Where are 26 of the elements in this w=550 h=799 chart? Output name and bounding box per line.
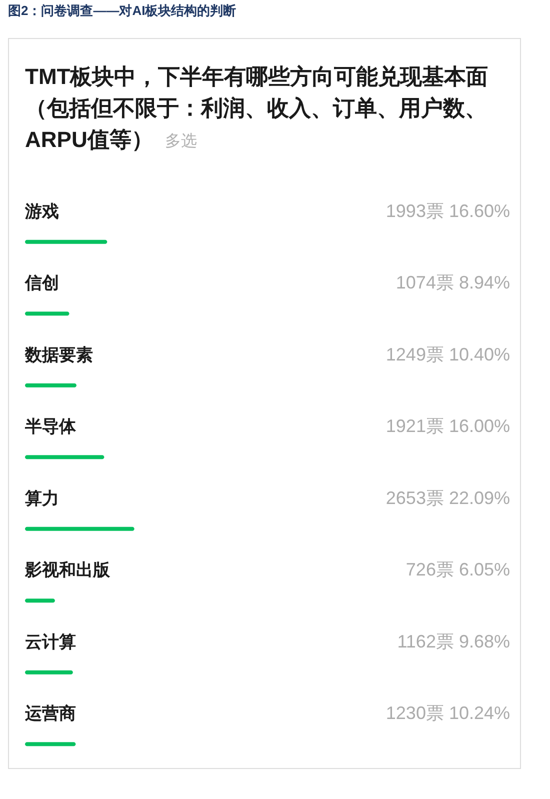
y-tick-label: 算力 <box>24 488 59 508</box>
y-tick-label: 影视和出版 <box>24 560 111 580</box>
bar <box>25 240 108 244</box>
bar <box>25 670 73 674</box>
data-label: 1162票 9.68% <box>397 631 510 652</box>
y-tick-label: 游戏 <box>24 202 59 221</box>
y-tick-label: 云计算 <box>25 632 76 652</box>
data-label: 1074票 8.94% <box>396 272 510 293</box>
bar <box>25 526 134 531</box>
data-label: 1249票 10.40% <box>386 344 510 364</box>
data-label: 1230票 10.24% <box>386 703 510 724</box>
y-tick-label: 信创 <box>24 274 59 293</box>
bar <box>25 598 55 603</box>
bar <box>25 742 76 746</box>
chart-title: 图2：问卷调查——对AI板块结构的判断 <box>8 3 236 18</box>
text: 多选 <box>164 132 197 150</box>
data-label: 2653票 22.09% <box>386 488 510 508</box>
bar <box>25 383 76 388</box>
bar <box>25 455 104 460</box>
y-tick-label: 运营商 <box>24 704 76 724</box>
y-tick-label: 半导体 <box>24 417 77 436</box>
data-label: 1921票 16.00% <box>386 416 510 436</box>
y-tick-label: 数据要素 <box>24 345 93 364</box>
data-label: 1993票 16.60% <box>386 200 510 221</box>
data-label: 726票 6.05% <box>406 560 510 580</box>
bar <box>25 312 70 316</box>
